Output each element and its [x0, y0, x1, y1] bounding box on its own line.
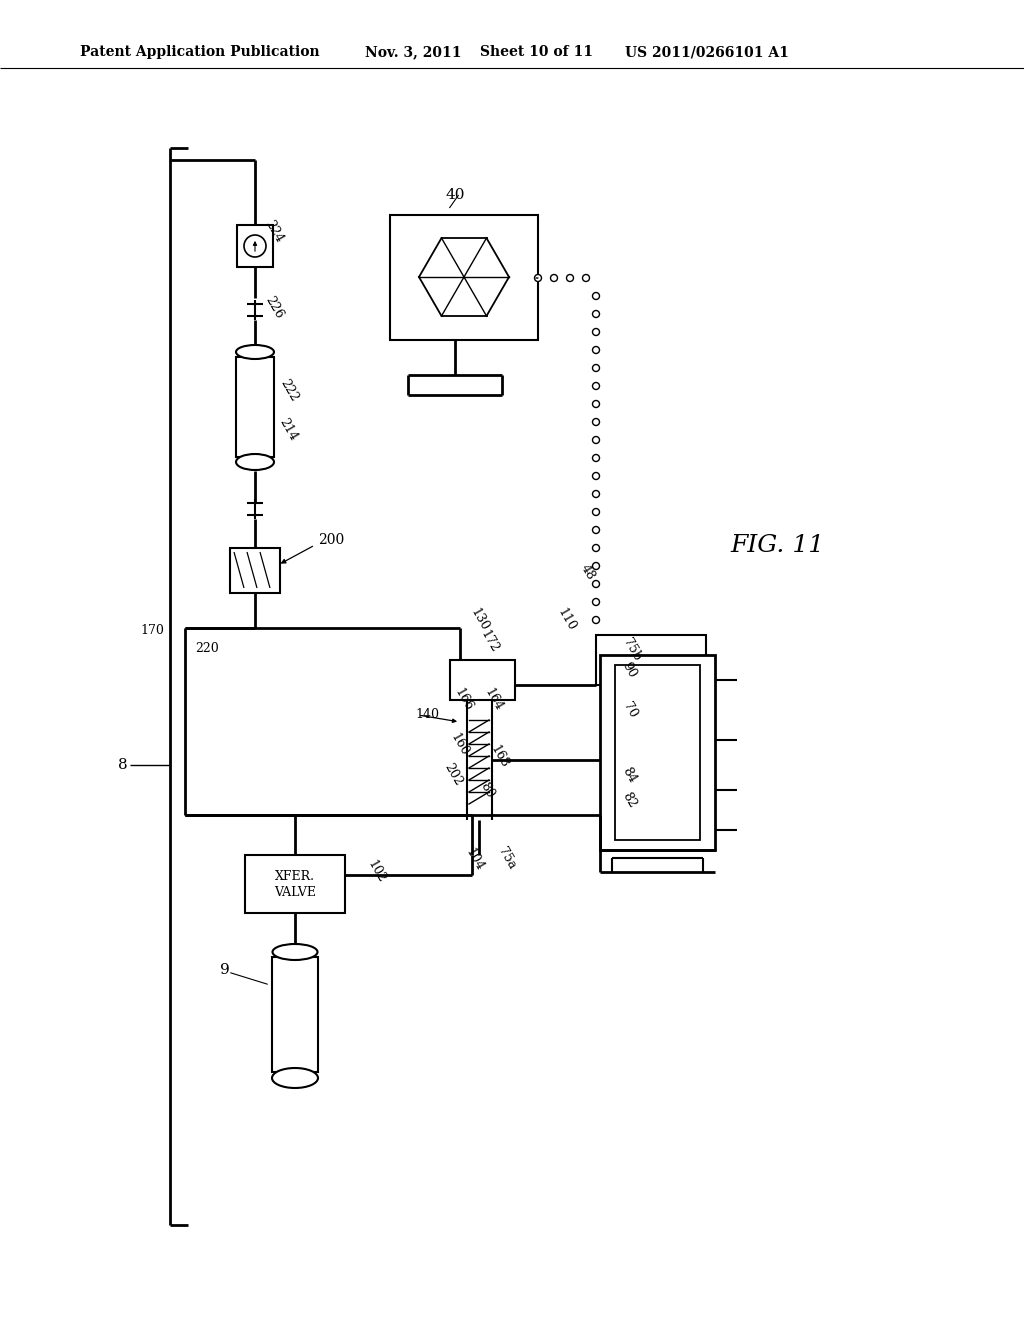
Bar [615, 665, 700, 840]
Ellipse shape [593, 581, 599, 587]
Bar [230, 548, 280, 593]
Ellipse shape [583, 275, 590, 281]
Ellipse shape [244, 235, 266, 257]
Ellipse shape [593, 418, 599, 425]
Text: 168: 168 [488, 743, 511, 771]
Ellipse shape [593, 473, 599, 479]
Text: 172: 172 [478, 628, 501, 656]
Bar [390, 215, 538, 341]
Text: 8: 8 [118, 758, 128, 772]
Ellipse shape [272, 1068, 318, 1088]
Text: 40: 40 [445, 187, 465, 202]
Text: 160: 160 [449, 731, 471, 759]
Text: 164: 164 [482, 686, 505, 714]
Ellipse shape [593, 400, 599, 408]
Text: 130: 130 [468, 606, 492, 634]
Text: 222: 222 [278, 376, 301, 404]
Text: 70: 70 [620, 700, 639, 721]
Ellipse shape [593, 293, 599, 300]
Bar [245, 855, 345, 913]
Text: Nov. 3, 2011: Nov. 3, 2011 [365, 45, 462, 59]
Ellipse shape [593, 491, 599, 498]
Text: 9: 9 [220, 964, 229, 977]
Text: 214: 214 [278, 416, 300, 444]
Bar [596, 635, 706, 685]
Ellipse shape [593, 437, 599, 444]
Text: XFER.: XFER. [275, 870, 315, 883]
Ellipse shape [593, 544, 599, 552]
Text: 90: 90 [620, 660, 639, 680]
Text: FIG. 11: FIG. 11 [730, 533, 824, 557]
Bar [272, 957, 318, 1072]
Text: 202: 202 [442, 762, 465, 788]
Text: 170: 170 [140, 623, 164, 636]
Text: 48: 48 [578, 562, 597, 582]
Ellipse shape [535, 275, 542, 281]
Ellipse shape [272, 944, 317, 960]
Ellipse shape [566, 275, 573, 281]
Text: 75b: 75b [620, 636, 643, 664]
Ellipse shape [593, 616, 599, 623]
Ellipse shape [593, 562, 599, 569]
Text: 104: 104 [463, 846, 486, 874]
Text: Sheet 10 of 11: Sheet 10 of 11 [480, 45, 593, 59]
Text: 220: 220 [195, 642, 219, 655]
Text: US 2011/0266101 A1: US 2011/0266101 A1 [625, 45, 788, 59]
Bar [450, 660, 515, 700]
Ellipse shape [551, 275, 557, 281]
Ellipse shape [593, 527, 599, 533]
Ellipse shape [593, 310, 599, 318]
Text: 102: 102 [365, 858, 388, 886]
Ellipse shape [236, 454, 274, 470]
Bar [236, 356, 274, 457]
Ellipse shape [236, 345, 274, 359]
Text: 82: 82 [620, 789, 639, 810]
Ellipse shape [593, 346, 599, 354]
Text: 224: 224 [263, 219, 286, 246]
Ellipse shape [593, 454, 599, 462]
Text: 140: 140 [415, 709, 439, 722]
Ellipse shape [593, 383, 599, 389]
Text: 226: 226 [263, 294, 286, 322]
Ellipse shape [593, 364, 599, 371]
Text: 84: 84 [620, 764, 639, 785]
Ellipse shape [593, 329, 599, 335]
Ellipse shape [593, 598, 599, 606]
Bar [237, 224, 273, 267]
Text: 80: 80 [478, 780, 498, 800]
Text: 166: 166 [452, 686, 475, 714]
Text: 110: 110 [555, 606, 579, 634]
Text: 200: 200 [318, 533, 344, 546]
Text: Patent Application Publication: Patent Application Publication [80, 45, 319, 59]
Text: VALVE: VALVE [274, 887, 316, 899]
Bar [600, 655, 715, 850]
Text: 75a: 75a [495, 845, 518, 871]
Ellipse shape [593, 508, 599, 516]
